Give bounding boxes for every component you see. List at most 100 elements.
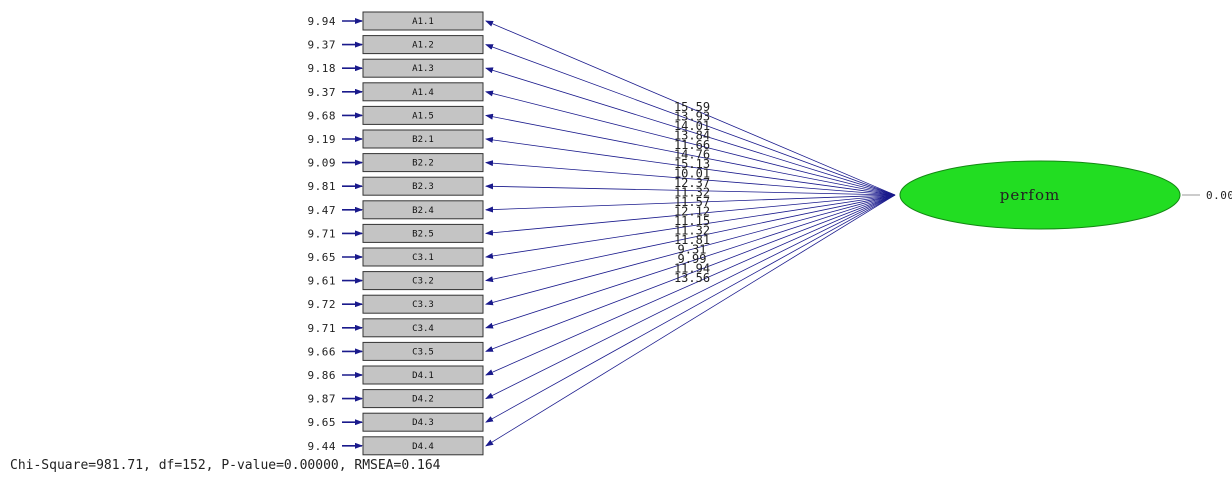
loading-value: 11.32: [674, 224, 710, 238]
loading-path: [485, 136, 896, 196]
indicator-label: B2.3: [412, 182, 434, 192]
loading-path: [485, 194, 896, 259]
error-variance: 9.72: [308, 298, 337, 311]
latent-ellipse[interactable]: [899, 160, 1181, 230]
error-variance: 9.19: [308, 133, 337, 146]
error-variance: 9.86: [308, 369, 337, 382]
indicator-box[interactable]: [362, 247, 484, 267]
loading-value: 11.57: [674, 195, 710, 209]
indicator-label: C3.5: [412, 347, 434, 357]
indicator-box[interactable]: [362, 412, 484, 432]
loading-value: 10.01: [674, 167, 710, 181]
indicator-box[interactable]: [362, 11, 484, 31]
error-variance: 9.68: [308, 109, 337, 122]
indicator-label: B2.1: [412, 135, 434, 145]
indicator-box[interactable]: [362, 223, 484, 243]
loading-value: 13.84: [674, 129, 710, 143]
indicator-box[interactable]: [362, 271, 484, 291]
indicator-label: C3.2: [412, 277, 434, 287]
fit-statistics: Chi-Square=981.71, df=152, P-value=0.000…: [10, 458, 441, 473]
loading-value: 11.94: [674, 262, 710, 276]
loading-value: 14.76: [674, 148, 710, 162]
indicator-box[interactable]: [362, 105, 484, 125]
indicator-label: A1.1: [412, 17, 434, 27]
error-variance: 9.65: [308, 416, 337, 429]
loading-path: [485, 194, 896, 236]
indicator-label: C3.3: [412, 300, 434, 310]
error-variance: 9.71: [308, 227, 337, 240]
indicator-box[interactable]: [362, 35, 484, 55]
loading-path: [485, 67, 896, 196]
loading-value: 15.59: [674, 100, 710, 114]
indicator-box[interactable]: [362, 318, 484, 338]
loading-value: 14.01: [674, 119, 710, 133]
indicator-label: C3.4: [412, 324, 434, 334]
loading-path: [485, 194, 896, 283]
indicator-box[interactable]: [362, 200, 484, 220]
indicator-label: D4.4: [412, 442, 434, 452]
indicator-box[interactable]: [362, 176, 484, 196]
error-variance: 9.81: [308, 180, 337, 193]
loading-path: [485, 194, 896, 447]
loading-labels: 15.5913.9314.0113.8411.6614.7615.1310.01…: [674, 100, 710, 285]
error-variance: 9.18: [308, 62, 337, 75]
indicator-label: A1.4: [412, 88, 434, 98]
loading-path: [485, 113, 896, 196]
indicator-box[interactable]: [362, 341, 484, 361]
error-variance: 9.09: [308, 157, 337, 170]
loading-paths: [342, 18, 896, 449]
loading-value: 9.31: [678, 243, 707, 257]
indicator-label: A1.5: [412, 111, 434, 121]
indicator-label: D4.3: [412, 418, 434, 428]
loading-path: [485, 194, 896, 329]
indicator-box[interactable]: [362, 389, 484, 409]
loading-value: 12.12: [674, 205, 710, 219]
indicator-box[interactable]: [362, 129, 484, 149]
latent-label: perfom: [1000, 186, 1060, 204]
indicator-label: A1.3: [412, 64, 434, 74]
loading-path: [485, 90, 896, 196]
indicator-box[interactable]: [362, 82, 484, 102]
loading-value: 13.93: [674, 110, 710, 124]
error-variance: 9.37: [308, 86, 337, 99]
loading-path: [485, 194, 896, 423]
loading-value: 11.15: [674, 214, 710, 228]
loading-path: [485, 194, 896, 306]
indicator-label: B2.5: [412, 229, 434, 239]
error-variance: 9.47: [308, 204, 337, 217]
error-variance: 9.61: [308, 275, 337, 288]
error-variance: 9.65: [308, 251, 337, 264]
indicator-label: D4.2: [412, 395, 434, 405]
error-variance: 9.44: [308, 440, 337, 453]
error-variance: 9.37: [308, 39, 337, 52]
indicator-boxes: 9.94 A1.1 9.37 A1.2 9.18 A1.3 9.37 A1.4 9.68 A1.5…: [308, 11, 484, 456]
error-variance: 9.71: [308, 322, 337, 335]
loading-value: 11.66: [674, 138, 710, 152]
loading-value: 13.56: [674, 271, 710, 285]
loading-value: 15.13: [674, 157, 710, 171]
indicator-box[interactable]: [362, 436, 484, 456]
indicator-box[interactable]: [362, 365, 484, 385]
indicator-label: B2.2: [412, 159, 434, 169]
indicator-label: A1.2: [412, 41, 434, 51]
loading-value: 11.81: [674, 233, 710, 247]
indicator-box[interactable]: [362, 294, 484, 314]
loading-path: [485, 183, 896, 196]
indicator-label: D4.1: [412, 371, 434, 381]
loading-path: [485, 160, 896, 196]
loading-value: 11.32: [674, 186, 710, 200]
error-variance: 9.66: [308, 345, 337, 358]
indicator-label: C3.1: [412, 253, 434, 263]
latent-variance: 0.00: [1206, 189, 1232, 202]
loading-path: [485, 194, 896, 400]
loading-path: [485, 194, 896, 352]
loading-path: [485, 194, 896, 376]
indicator-box[interactable]: [362, 153, 484, 173]
error-variance: 9.87: [308, 393, 337, 406]
indicator-label: B2.4: [412, 206, 434, 216]
indicator-box[interactable]: [362, 58, 484, 78]
loading-path: [485, 194, 896, 213]
loading-value: 12.37: [674, 176, 710, 190]
latent-variable: perfom 0.00: [899, 160, 1232, 230]
